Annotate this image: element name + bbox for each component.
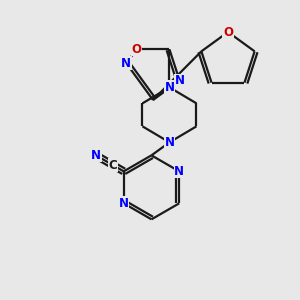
Text: N: N xyxy=(122,57,131,70)
Text: C: C xyxy=(109,159,117,172)
Text: O: O xyxy=(223,26,233,38)
Text: N: N xyxy=(164,136,175,149)
Text: O: O xyxy=(131,43,142,56)
Text: N: N xyxy=(174,165,184,178)
Text: N: N xyxy=(119,197,129,210)
Text: N: N xyxy=(175,74,184,87)
Text: N: N xyxy=(91,149,101,162)
Text: N: N xyxy=(164,81,175,94)
